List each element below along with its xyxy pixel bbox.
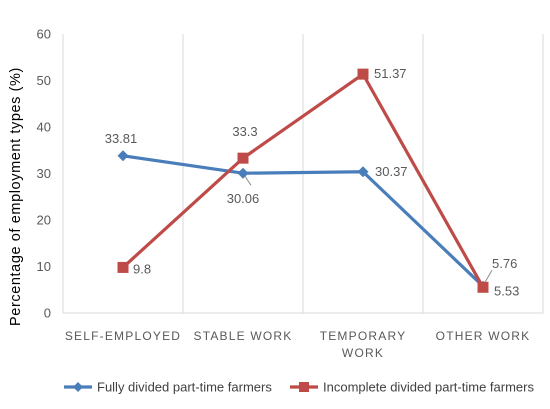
series-line-2: [121, 72, 485, 289]
axes: 0 10 20 30 40 50 60 SELF-EMPLOYED STABLE WORK TEM…: [37, 27, 543, 360]
data-point-square: [357, 68, 369, 80]
data-point-square: [117, 261, 129, 273]
legend: Fully divided part-time farmers Incomplet…: [64, 380, 534, 395]
data-label: 5.76: [492, 256, 517, 271]
data-label: 5.53: [494, 283, 519, 298]
x-category-label: STABLE WORK: [194, 329, 293, 343]
data-label: 30.37: [375, 164, 408, 179]
data-point-diamond: [117, 150, 129, 162]
legend-marker-square: [299, 382, 309, 392]
y-tick-label: 20: [37, 213, 51, 228]
x-category-label: SELF-EMPLOYED: [65, 329, 181, 343]
y-tick-label: 0: [44, 306, 51, 321]
legend-label: Fully divided part-time farmers: [97, 380, 272, 395]
legend-label: Incomplete divided part-time farmers: [323, 380, 534, 395]
leader-lines: [244, 175, 493, 283]
y-axis-title: Percentage of employment types (%): [8, 67, 24, 326]
y-tick-label: 60: [37, 27, 51, 42]
x-category-label: TEMPORARY: [320, 329, 407, 343]
x-category-label: WORK: [342, 346, 384, 360]
legend-marker-diamond: [73, 382, 83, 392]
y-tick-label: 10: [37, 259, 51, 274]
data-label: 9.8: [133, 261, 151, 276]
y-tick-label: 40: [37, 120, 51, 135]
data-label: 33.81: [105, 131, 138, 146]
y-tick-label: 30: [37, 166, 51, 181]
x-category-label: OTHER WORK: [436, 329, 531, 343]
data-point-diamond: [357, 166, 369, 178]
y-tick-label: 50: [37, 73, 51, 88]
data-point-square: [477, 281, 489, 293]
data-label: 33.3: [232, 124, 257, 139]
series-line-1: [121, 154, 485, 288]
leader-line: [484, 269, 493, 283]
data-label: 30.06: [227, 191, 260, 206]
data-labels: 33.81 30.06 30.37 5.76 9.8 33.3 51.37 5.53: [105, 66, 520, 298]
leader-line: [244, 175, 252, 186]
data-point-square: [237, 152, 249, 164]
series-group: [117, 68, 489, 293]
data-label: 51.37: [374, 66, 407, 81]
y-axis-title-group: Percentage of employment types (%): [8, 67, 24, 326]
data-point-diamond: [237, 167, 249, 179]
